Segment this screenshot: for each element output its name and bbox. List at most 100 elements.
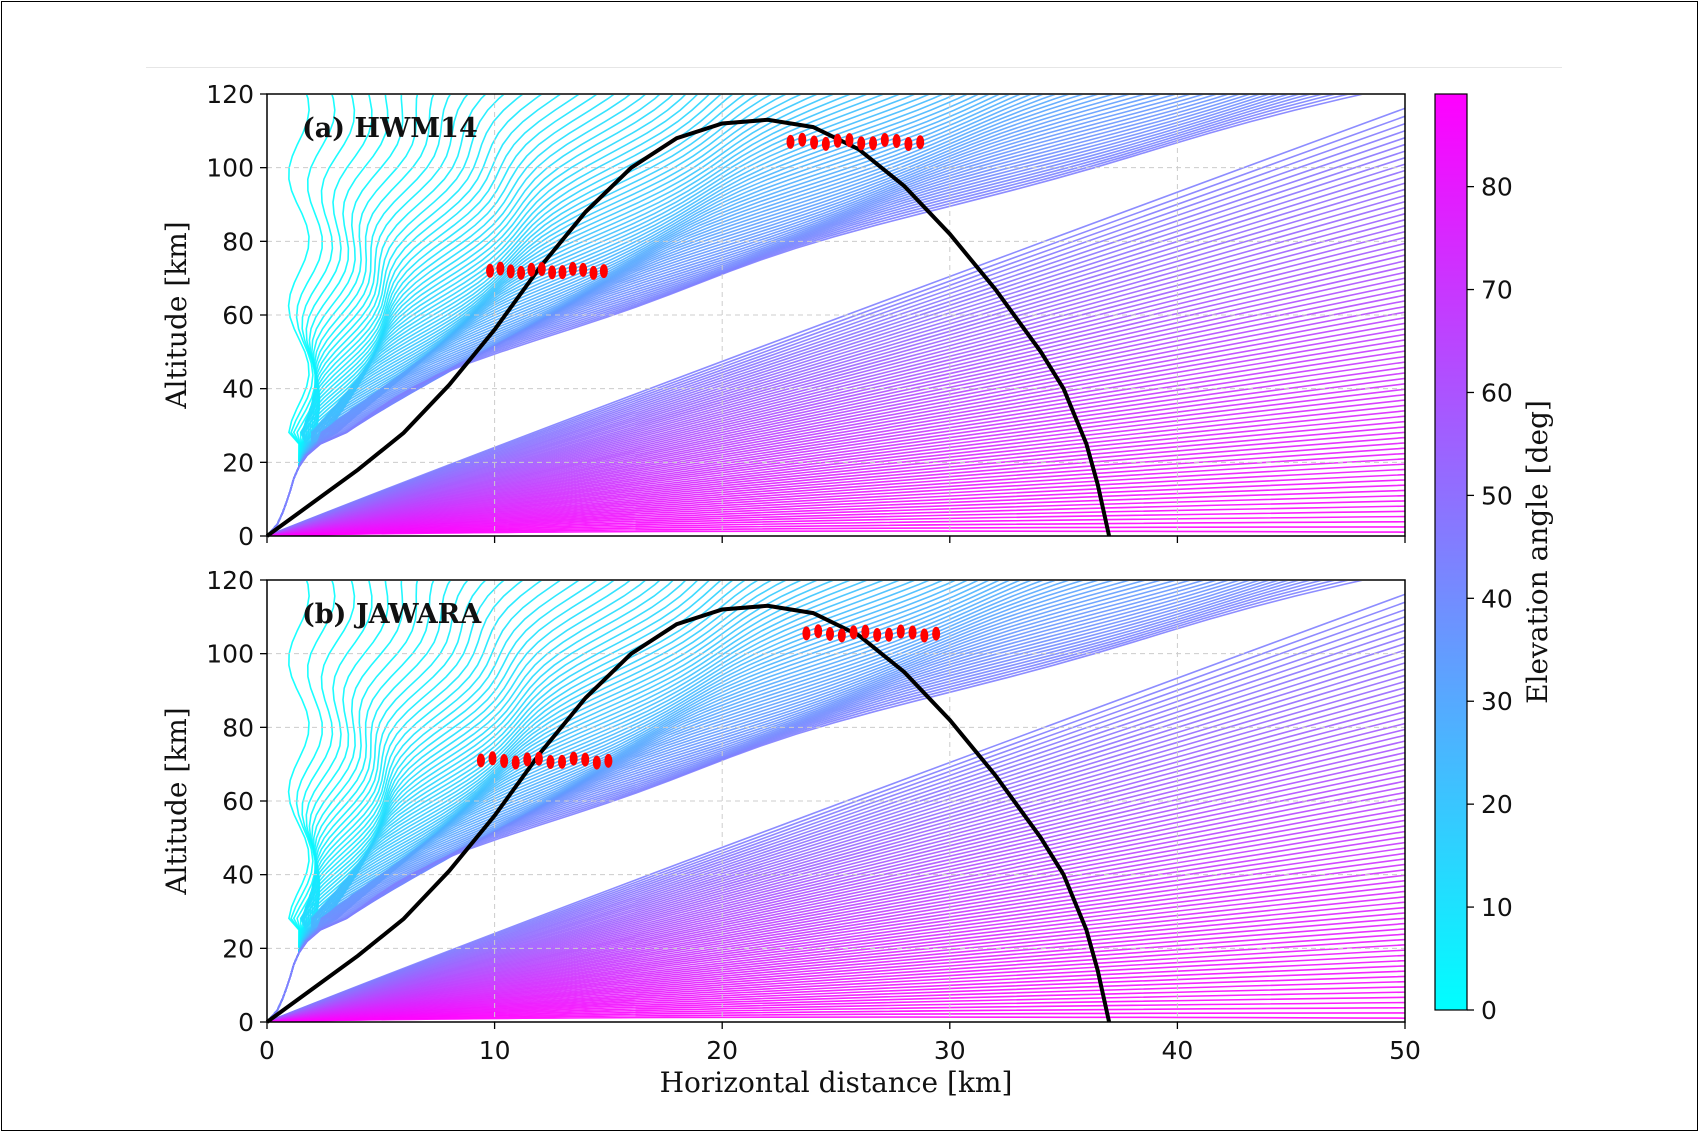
marker-point — [604, 753, 613, 768]
marker-point — [589, 265, 598, 280]
marker-point — [896, 624, 905, 639]
y-tick-label: 20 — [222, 448, 254, 477]
marker-point — [486, 263, 495, 278]
panel-a-y-ticks: 0 20 40 60 80 100 120 — [206, 80, 267, 551]
colorbar-tick-label: 60 — [1481, 378, 1513, 407]
colorbar-tick-label: 70 — [1481, 276, 1513, 305]
marker-point — [908, 625, 917, 640]
y-tick-label: 80 — [222, 713, 254, 742]
marker-point — [904, 137, 913, 152]
panel-a-ray-family — [267, 95, 1405, 536]
marker-point — [592, 755, 601, 770]
y-tick-label: 20 — [222, 934, 254, 963]
colorbar-ticks: 0 10 20 30 40 50 60 70 80 — [1467, 173, 1513, 1025]
marker-point — [821, 136, 830, 151]
marker-point — [517, 265, 526, 280]
marker-point — [916, 135, 925, 150]
colorbar: 0 10 20 30 40 50 60 70 80 Elevation angle [deg] — [1434, 93, 1554, 1025]
colorbar-gradient — [1434, 93, 1468, 1011]
marker-point — [546, 755, 555, 770]
marker-point — [537, 262, 546, 277]
marker-point — [500, 754, 509, 769]
y-tick-label: 0 — [238, 522, 254, 551]
y-tick-label: 60 — [222, 787, 254, 816]
ray-path — [267, 581, 310, 1022]
marker-point — [496, 261, 505, 276]
ray-path — [267, 581, 1363, 1022]
panel-a-y-axis-label: Altitude [km] — [160, 221, 193, 409]
panel-a-markers — [486, 132, 925, 280]
marker-point — [579, 262, 588, 277]
marker-point — [845, 133, 854, 148]
marker-point — [825, 626, 834, 641]
marker-point — [932, 626, 941, 641]
marker-point — [476, 753, 485, 768]
y-tick-label: 40 — [222, 375, 254, 404]
panel-a-highlighted-ray — [265, 117, 1112, 538]
panel-b: 0 10 20 30 40 50 0 20 40 60 80 100 120 (b) JAWARA A… — [160, 566, 1421, 1099]
marker-point — [920, 628, 929, 643]
marker-point — [786, 134, 795, 149]
marker-point — [581, 752, 590, 767]
x-tick-label: 10 — [479, 1036, 511, 1065]
ray-path — [267, 581, 1191, 1022]
panel-b-y-axis-label: Altitude [km] — [160, 707, 193, 895]
ray-path — [267, 581, 336, 1022]
ray-path — [267, 95, 1191, 536]
x-axis-label: Horizontal distance [km] — [660, 1066, 1013, 1099]
ray-path — [267, 530, 1405, 536]
marker-point — [798, 132, 807, 147]
marker-point — [488, 751, 497, 766]
marker-point — [837, 628, 846, 643]
y-tick-label: 120 — [206, 80, 254, 109]
marker-point — [810, 135, 819, 150]
x-tick-label: 20 — [706, 1036, 738, 1065]
marker-point — [534, 751, 543, 766]
marker-point — [569, 751, 578, 766]
y-tick-label: 100 — [206, 640, 254, 669]
marker-point — [568, 261, 577, 276]
panel-a: 0 20 40 60 80 100 120 (a) HWM14 Altitude [km] — [160, 80, 1406, 551]
ray-path — [267, 95, 336, 536]
marker-point — [833, 133, 842, 148]
colorbar-tick-label: 80 — [1481, 173, 1513, 202]
marker-point — [880, 132, 889, 147]
marker-point — [802, 626, 811, 641]
panel-b-label: (b) JAWARA — [302, 599, 482, 630]
y-tick-label: 0 — [238, 1008, 254, 1037]
panel-b-y-ticks: 0 20 40 60 80 100 120 — [206, 566, 267, 1037]
colorbar-label: Elevation angle [deg] — [1521, 400, 1554, 704]
panel-b-markers — [476, 624, 941, 770]
marker-point — [814, 624, 823, 639]
colorbar-tick-label: 20 — [1481, 790, 1513, 819]
panel-b-highlighted-ray — [265, 603, 1112, 1024]
x-tick-label: 40 — [1161, 1036, 1193, 1065]
panel-b-x-ticks: 0 10 20 30 40 50 — [259, 1022, 1421, 1065]
x-tick-label: 0 — [259, 1036, 275, 1065]
marker-point — [884, 627, 893, 642]
marker-point — [873, 627, 882, 642]
ray-path — [267, 95, 419, 536]
marker-point — [527, 262, 536, 277]
panel-a-label: (a) HWM14 — [302, 113, 478, 144]
marker-point — [548, 265, 557, 280]
ray-path — [267, 581, 419, 1022]
marker-point — [857, 136, 866, 151]
x-tick-label: 50 — [1389, 1036, 1421, 1065]
x-tick-label: 30 — [934, 1036, 966, 1065]
marker-point — [869, 136, 878, 151]
marker-point — [506, 264, 515, 279]
y-tick-label: 60 — [222, 301, 254, 330]
colorbar-tick-label: 30 — [1481, 687, 1513, 716]
marker-point — [861, 624, 870, 639]
ray-path — [267, 95, 1363, 536]
colorbar-tick-label: 0 — [1481, 996, 1497, 1025]
panel-a-x-ticks — [266, 536, 1406, 543]
y-tick-label: 100 — [206, 154, 254, 183]
ray-path — [267, 95, 310, 536]
colorbar-tick-label: 40 — [1481, 584, 1513, 613]
marker-point — [558, 754, 567, 769]
marker-point — [558, 265, 567, 280]
